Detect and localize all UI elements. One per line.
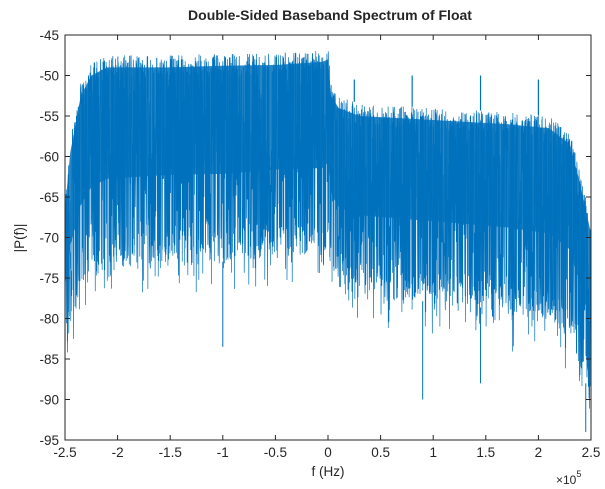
x-axis-ticks: -2.5 -2 -1.5 -1 -0.5 0 0.5 1 1.5 2 2.5 (53, 35, 600, 460)
y-tick-label: -75 (39, 271, 59, 286)
y-tick-label: -80 (39, 312, 59, 327)
x-tick-label: -2 (112, 445, 124, 460)
chart-title: Double-Sided Baseband Spectrum of Float (188, 7, 472, 23)
x-tick-label: -1 (217, 445, 229, 460)
y-tick-label: -70 (39, 231, 59, 246)
y-tick-label: -65 (39, 190, 59, 205)
x-tick-label: 2.5 (582, 445, 601, 460)
y-tick-label: -60 (39, 150, 59, 165)
y-tick-label: -55 (39, 109, 59, 124)
x-tick-label: 1.5 (476, 445, 495, 460)
x-tick-label: -0.5 (264, 445, 287, 460)
x-tick-label: -1.5 (159, 445, 182, 460)
x-tick-label: -2.5 (53, 445, 76, 460)
plot-area (64, 34, 592, 441)
x-tick-label: 0.5 (371, 445, 390, 460)
y-axis-ticks: -45 -50 -55 -60 -65 -70 -75 -80 -85 -90 -95 (39, 28, 591, 448)
y-tick-label: -50 (39, 69, 59, 84)
y-tick-label: -45 (39, 28, 59, 43)
y-tick-label: -95 (39, 433, 59, 448)
x-tick-label: 0 (324, 445, 332, 460)
spectrum-trace (65, 51, 591, 432)
x-axis-label: f (Hz) (312, 464, 345, 479)
x-axis-multiplier: ×105 (556, 469, 581, 487)
x-tick-label: 2 (535, 445, 543, 460)
y-axis-label: |P(f)| (12, 224, 27, 253)
y-tick-label: -90 (39, 393, 59, 408)
y-tick-label: -85 (39, 352, 59, 367)
spectrum-line (65, 51, 591, 409)
x-tick-label: 1 (429, 445, 437, 460)
